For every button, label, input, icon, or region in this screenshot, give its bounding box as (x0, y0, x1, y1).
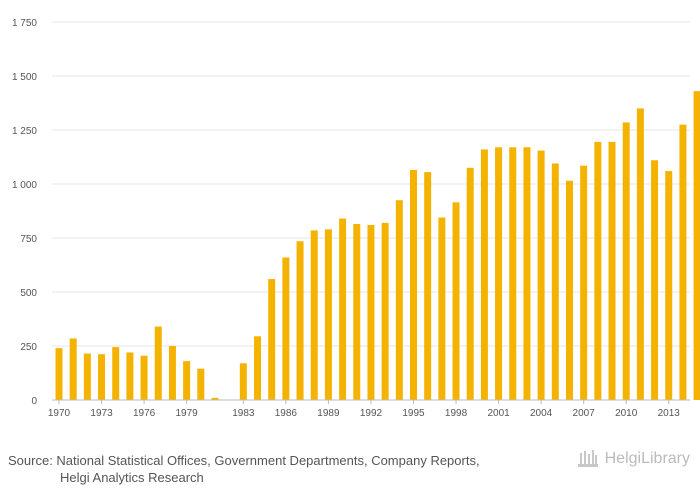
bar-1973 (98, 354, 106, 400)
bar-1978 (168, 346, 176, 400)
y-tick-label: 500 (20, 288, 37, 299)
bar-2002 (509, 147, 517, 400)
x-tick-label: 1986 (275, 408, 298, 419)
bar-2005 (551, 163, 559, 400)
x-tick-label: 1983 (232, 408, 255, 419)
bar-2012 (651, 160, 659, 400)
x-tick-label: 1998 (445, 408, 468, 419)
bar-1986 (282, 257, 290, 400)
bar-2006 (565, 180, 573, 400)
bar-1980 (197, 368, 205, 400)
bar-1971 (69, 338, 77, 400)
bar-1975 (126, 352, 134, 400)
x-tick-label: 1995 (402, 408, 425, 419)
bar-1999 (466, 167, 474, 400)
bars (55, 91, 700, 401)
bar-1996 (424, 172, 432, 400)
bar-2004 (537, 150, 545, 400)
bar-2008 (594, 141, 602, 400)
x-tick-label: 1970 (48, 408, 71, 419)
y-tick-label: 0 (31, 396, 37, 407)
source-line-2: Helgi Analytics Research (60, 470, 204, 485)
bar-2013 (665, 171, 673, 400)
bar-2003 (523, 147, 531, 400)
bar-1995 (410, 169, 417, 400)
source-note: Source: National Statistical Offices, Go… (8, 452, 480, 486)
x-axis-ticks: 1970 1973 1976 1979 1983 1986 1989 1992 1995 1998… (48, 400, 680, 419)
brand-logo: HelgiLibrary (576, 448, 690, 470)
y-tick-label: 250 (20, 342, 37, 353)
x-tick-label: 1989 (317, 408, 340, 419)
x-tick-label: 2004 (530, 408, 553, 419)
bar-2011 (636, 108, 644, 401)
x-tick-label: 1979 (175, 408, 198, 419)
bar-2000 (480, 149, 488, 400)
x-tick-label: 1973 (90, 408, 113, 419)
y-tick-label: 1 750 (12, 18, 37, 29)
x-tick-label: 1992 (360, 408, 383, 419)
bar-1974 (112, 347, 120, 400)
x-tick-label: 2013 (658, 408, 681, 419)
bar-1998 (452, 202, 460, 400)
brand-name: HelgiLibrary (604, 450, 690, 467)
bar-1993 (381, 222, 389, 400)
bar-1983 (239, 363, 247, 400)
bar-1990 (339, 218, 347, 400)
bar-1977 (154, 326, 162, 400)
y-tick-label: 1 500 (12, 72, 37, 83)
y-tick-label: 750 (20, 234, 37, 245)
bar-1987 (296, 241, 304, 400)
y-tick-label: 1 000 (12, 180, 37, 191)
bar-1991 (353, 223, 361, 400)
y-axis-ticks: 0 250 500 750 1 000 1 250 1 500 1 750 (12, 18, 37, 407)
bar-2007 (580, 165, 588, 400)
bar-2014 (679, 124, 687, 400)
bar-1979 (183, 361, 191, 400)
bar-2015 (693, 91, 700, 401)
bar-1997 (438, 217, 446, 400)
bar-1984 (254, 336, 262, 400)
library-icon (577, 450, 598, 467)
x-tick-label: 2010 (615, 408, 638, 419)
bar-2010 (622, 122, 630, 400)
source-line-1: Source: National Statistical Offices, Go… (8, 453, 480, 468)
bar-1981 (211, 397, 219, 400)
x-tick-label: 1976 (133, 408, 156, 419)
bar-1992 (367, 225, 375, 400)
y-tick-label: 1 250 (12, 126, 37, 137)
bar-1988 (310, 230, 318, 400)
bar-1970 (55, 348, 63, 400)
bar-1985 (268, 279, 276, 400)
x-tick-label: 2007 (573, 408, 596, 419)
x-tick-label: 2001 (487, 408, 510, 419)
bar-2001 (495, 147, 503, 400)
bar-1972 (83, 353, 91, 400)
bar-1976 (140, 355, 148, 400)
bar-1994 (395, 200, 403, 400)
bar-1989 (324, 229, 332, 400)
bar-2009 (608, 141, 616, 400)
